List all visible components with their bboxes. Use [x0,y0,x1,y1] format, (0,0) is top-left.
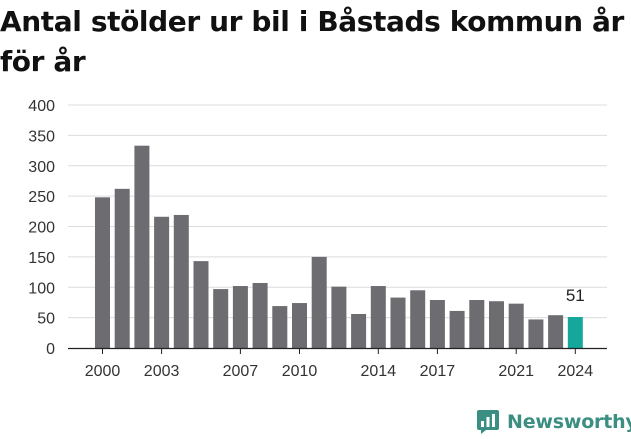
y-tick-label: 250 [28,189,55,206]
bar-2024 [567,317,583,348]
bars [95,145,583,348]
y-tick-label: 50 [37,311,55,328]
x-tick-label: 2010 [282,363,318,380]
gridlines [68,104,607,319]
bar-2011 [311,256,327,348]
bar-2017 [429,300,445,348]
bar-2021 [508,303,524,348]
x-tick-label: 2007 [223,363,259,380]
y-tick-label: 350 [28,128,55,145]
bar-2009 [272,306,288,348]
y-tick-label: 150 [28,250,55,267]
bar-2008 [252,282,268,348]
x-tick-label: 2021 [498,363,534,380]
y-tick-label: 100 [28,280,55,297]
bar-value-labels: 51 [566,286,585,305]
y-axis-tick-labels: 0 50 100 150 200 250 300 350 400 [28,98,55,358]
bar-2016 [410,290,426,348]
x-tick-label: 2014 [361,363,397,380]
bar-value-label: 51 [566,286,585,305]
bar-2018 [449,310,465,348]
bar-2015 [390,297,406,348]
x-tick-label: 2024 [558,363,594,380]
bar-2003 [154,216,170,348]
bar-2010 [292,303,307,348]
bar-2014 [370,286,386,348]
y-tick-label: 200 [28,220,55,237]
bar-2023 [548,315,564,348]
y-tick-label: 400 [28,98,55,115]
brand-name: Newsworthy [507,411,631,433]
bar-2013 [351,313,367,348]
chart-title: Antal stölder ur bil i Båstads kommun år… [0,5,624,78]
bar-2006 [213,289,229,348]
bar-2022 [528,319,544,348]
bar-2012 [331,286,347,348]
newsworthy-logo-icon [477,410,499,434]
x-tick-label: 2000 [85,363,121,380]
y-tick-label: 300 [28,159,55,176]
x-axis-tick-labels: 2000 2003 2007 2010 2014 2017 2021 2024 [85,349,593,380]
bar-2004 [173,214,189,348]
bar-2007 [232,286,248,348]
bar-2020 [489,301,504,348]
bar-2001 [114,188,130,348]
newsworthy-brand: Newsworthy [476,407,631,437]
x-tick-label: 2003 [144,363,180,380]
y-tick-label: 0 [46,341,55,358]
bar-2002 [134,145,150,348]
bar-2019 [469,300,485,348]
bar-2005 [193,261,209,348]
x-tick-label: 2017 [420,363,456,380]
bar-2000 [95,197,110,348]
